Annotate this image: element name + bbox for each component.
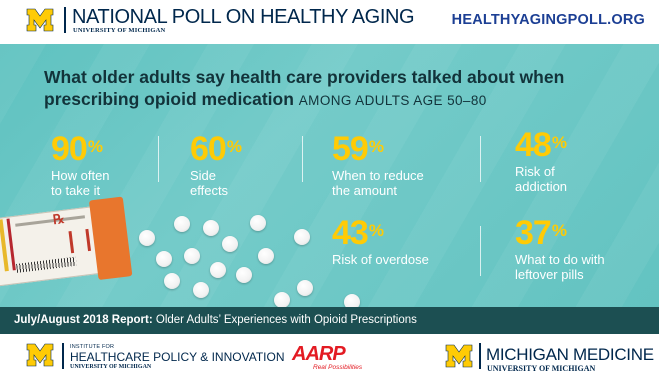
pill-icon (236, 267, 252, 283)
stat-unit: % (368, 137, 384, 156)
stat-value: 43 (332, 214, 369, 252)
poll-title: NATIONAL POLL ON HEALTHY AGING (72, 6, 415, 28)
bottle-marking (68, 228, 92, 254)
stat-value: 37 (515, 214, 552, 252)
block-m-logo-icon (26, 343, 54, 367)
stat-unit: % (368, 221, 384, 240)
stat-label-line: What to do with (515, 252, 605, 267)
pill-icon (203, 220, 219, 236)
stat-divider (302, 136, 303, 182)
stat-value: 59 (332, 130, 369, 168)
header: NATIONAL POLL ON HEALTHY AGING UNIVERSIT… (0, 0, 659, 44)
pill-icon (164, 273, 180, 289)
pill-icon (222, 236, 238, 252)
report-bar: July/August 2018 Report: Older Adults’ E… (0, 307, 659, 334)
pill-icon (156, 251, 172, 267)
stat-unit: % (226, 137, 242, 156)
stat-value: 60 (190, 130, 227, 168)
headline: What older adults say health care provid… (44, 66, 644, 112)
pill-icon (250, 215, 266, 231)
headline-qualifier: AMONG ADULTS AGE 50–80 (298, 93, 487, 108)
stat-divider (158, 136, 159, 182)
pill-icon (294, 229, 310, 245)
report-text: July/August 2018 Report: Older Adults’ E… (14, 314, 417, 326)
ihpi-prefix: INSTITUTE FOR (70, 344, 115, 350)
aarp-logo: AARP (292, 343, 346, 365)
stat-side-effects: 60% Side effects (190, 130, 242, 198)
stat-divider (480, 226, 481, 276)
logo-divider (64, 7, 66, 33)
stat-label-line: When to reduce (332, 168, 424, 183)
stat-label-line: effects (190, 183, 229, 198)
stat-label-line: How often (51, 168, 110, 183)
stat-label-line: Side (190, 168, 217, 183)
headline-text: What older adults say health care provid… (44, 67, 565, 109)
stat-unit: % (551, 221, 567, 240)
logo-divider (479, 343, 481, 369)
pill-icon (174, 216, 190, 232)
rx-icon: ℞ (52, 211, 66, 229)
stat-how-often: 90% How often to take it (51, 132, 110, 198)
report-title: Older Adults’ Experiences with Opioid Pr… (155, 314, 417, 326)
report-date: July/August 2018 Report: (14, 314, 153, 326)
pill-icon (184, 248, 200, 264)
stat-unit: % (551, 133, 567, 152)
aarp-tagline: Real Possibilities (313, 364, 363, 371)
stat-label-line: Risk of (515, 164, 555, 179)
block-m-logo-icon (26, 8, 54, 32)
stat-value: 90 (51, 130, 88, 168)
logo-divider (62, 343, 64, 369)
stat-label-line: to take it (51, 183, 101, 198)
footer: INSTITUTE FOR HEALTHCARE POLICY & INNOVA… (0, 334, 659, 376)
ihpi-subtitle: UNIVERSITY OF MICHIGAN (70, 364, 152, 370)
ihpi-title: HEALTHCARE POLICY & INNOVATION (70, 350, 285, 364)
infographic-panel: What older adults say health care provid… (0, 44, 659, 307)
stat-label-line: leftover pills (515, 267, 584, 282)
pill-icon (344, 294, 360, 307)
pill-icon (258, 248, 274, 264)
stat-value: 48 (515, 126, 552, 164)
stat-reduce-amount: 59% When to reduce the amount (332, 132, 424, 198)
website-url[interactable]: HEALTHYAGINGPOLL.ORG (451, 12, 645, 28)
michigan-medicine-subtitle: UNIVERSITY OF MICHIGAN (487, 364, 596, 373)
pill-icon (193, 282, 209, 298)
stat-divider (480, 136, 481, 182)
pill-icon (274, 292, 290, 307)
poll-subtitle: UNIVERSITY OF MICHIGAN (73, 27, 166, 34)
stat-leftover-pills: 37% What to do with leftover pills (515, 216, 605, 282)
pill-bottle-icon: ℞ (0, 196, 138, 292)
stat-risk-overdose: 43% Risk of overdose (332, 216, 429, 267)
stat-label-line: the amount (332, 183, 398, 198)
pill-icon (297, 280, 313, 296)
stat-risk-addiction: 48% Risk of addiction (515, 128, 567, 194)
stat-label-line: Risk of overdose (332, 252, 429, 267)
michigan-medicine-title: MICHIGAN MEDICINE (486, 345, 654, 364)
block-m-logo-icon (445, 344, 473, 368)
stat-unit: % (87, 137, 103, 156)
pill-icon (139, 230, 155, 246)
pill-icon (210, 262, 226, 278)
stat-label-line: addiction (515, 179, 568, 194)
